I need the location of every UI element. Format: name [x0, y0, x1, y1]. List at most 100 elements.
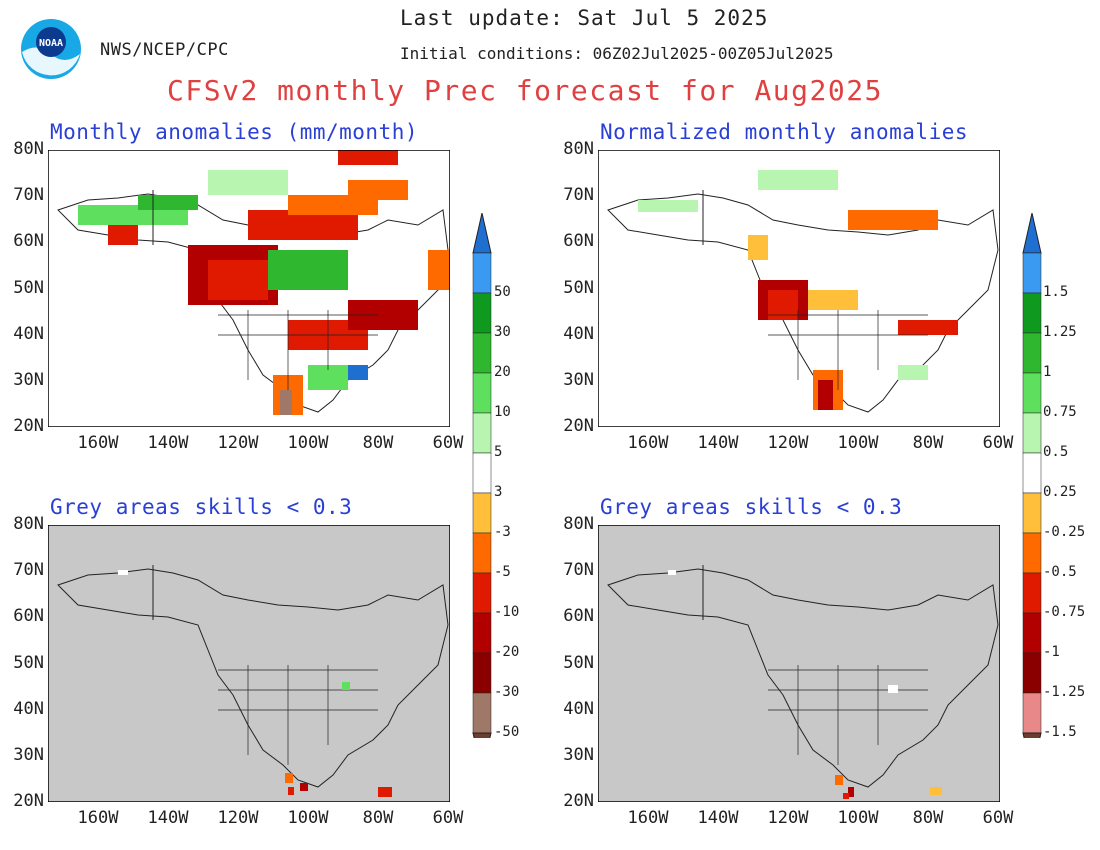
lon-label: 140W [147, 433, 189, 453]
colorbar-swatch [472, 652, 492, 694]
lat-label: 30N [13, 369, 44, 390]
lon-label: 140W [697, 808, 739, 828]
lon-label: 80W [362, 433, 394, 453]
initial-conditions: Initial conditions: 06Z02Jul2025-00Z05Ju… [400, 44, 834, 63]
panel-title-normalized: Normalized monthly anomalies [600, 120, 969, 144]
lat-label: 30N [563, 744, 594, 765]
colorbar-arrow-top [1022, 212, 1042, 254]
lat-label: 20N [13, 791, 44, 811]
colorbar-swatch [472, 412, 492, 454]
colorbar-tick-label: -20 [494, 644, 520, 660]
colorbar-tick-label: 3 [494, 484, 503, 500]
lat-label: 80N [13, 139, 44, 159]
colorbar-tick-label: -50 [494, 724, 520, 740]
colorbar-swatch [472, 332, 492, 374]
colorbar-tick-label: 1 [1043, 364, 1052, 380]
lon-label: 160W [627, 808, 669, 828]
lat-label: 70N [563, 560, 594, 581]
lon-label: 60W [982, 433, 1014, 453]
lon-label: 120W [767, 808, 809, 828]
lat-label: 30N [563, 369, 594, 390]
colorbar-tick-label: 1.5 [1043, 284, 1069, 300]
colorbar-swatch [472, 452, 492, 494]
colorbar-swatch [1022, 652, 1042, 694]
colorbar-mm [470, 212, 494, 774]
lon-label: 80W [362, 808, 394, 828]
colorbar-swatch [1022, 692, 1042, 734]
lat-label: 40N [563, 698, 594, 719]
panel-title-anomalies: Monthly anomalies (mm/month) [50, 120, 419, 144]
lat-label: 20N [13, 416, 44, 436]
lon-label: 60W [432, 808, 464, 828]
lon-label: 140W [147, 808, 189, 828]
lat-label: 80N [563, 139, 594, 159]
lat-label: 50N [563, 277, 594, 298]
colorbar-arrow-top [472, 212, 492, 254]
colorbar-swatch [1022, 372, 1042, 414]
colorbar-tick-label: -0.75 [1043, 604, 1086, 620]
lat-label: 50N [563, 652, 594, 673]
colorbar-swatch [1022, 572, 1042, 614]
map-skill-normalized [597, 524, 1001, 806]
lat-label: 70N [13, 560, 44, 581]
lon-label: 80W [912, 433, 944, 453]
last-update: Last update: Sat Jul 5 2025 [400, 6, 769, 30]
colorbar-tick-label: -30 [494, 684, 520, 700]
lon-label: 120W [217, 433, 259, 453]
colorbar-tick-label: -1 [1043, 644, 1060, 660]
lat-label: 70N [563, 185, 594, 206]
map-normalized [597, 149, 1001, 431]
lon-label: 60W [432, 433, 464, 453]
org-label: NWS/NCEP/CPC [100, 40, 229, 60]
colorbar-swatch [1022, 412, 1042, 454]
colorbar-swatch [1022, 612, 1042, 654]
lon-label: 160W [77, 433, 119, 453]
colorbar-tick-label: 10 [494, 404, 511, 420]
lon-label: 160W [627, 433, 669, 453]
lat-label: 60N [13, 606, 44, 627]
lon-label: 100W [837, 433, 879, 453]
lat-label: 60N [563, 231, 594, 252]
colorbar-tick-label: -1.5 [1043, 724, 1077, 740]
lat-label: 60N [13, 231, 44, 252]
colorbar-tick-label: 1.25 [1043, 324, 1077, 340]
lat-label: 20N [563, 416, 594, 436]
map-skill-anomalies [47, 524, 451, 806]
noaa-logo: NOAA [20, 18, 82, 80]
colorbar-tick-label: 0.5 [1043, 444, 1069, 460]
lon-label: 80W [912, 808, 944, 828]
colorbar-tick-label: -5 [494, 564, 511, 580]
colorbar-tick-label: 0.75 [1043, 404, 1077, 420]
map-anomalies [47, 149, 451, 431]
colorbar-tick-label: -3 [494, 524, 511, 540]
colorbar-tick-label: 5 [494, 444, 503, 460]
svg-text:NOAA: NOAA [39, 38, 63, 49]
lon-label: 140W [697, 433, 739, 453]
colorbar-swatch [472, 532, 492, 574]
colorbar-swatch [1022, 492, 1042, 534]
colorbar-swatch [1022, 452, 1042, 494]
colorbar-swatch [1022, 252, 1042, 294]
colorbar-arrow-bottom [472, 732, 492, 774]
colorbar-swatch [472, 292, 492, 334]
colorbar-swatch [472, 492, 492, 534]
lat-label: 40N [13, 698, 44, 719]
colorbar-swatch [1022, 332, 1042, 374]
lat-label: 40N [13, 323, 44, 344]
main-title: CFSv2 monthly Prec forecast for Aug2025 [167, 74, 883, 107]
colorbar-tick-label: -1.25 [1043, 684, 1086, 700]
colorbar-tick-label: -10 [494, 604, 520, 620]
panel-title-skill-right: Grey areas skills < 0.3 [600, 495, 903, 519]
lon-label: 60W [982, 808, 1014, 828]
colorbar-tick-label: -0.5 [1043, 564, 1077, 580]
colorbar-tick-label: -0.25 [1043, 524, 1086, 540]
colorbar-tick-label: 30 [494, 324, 511, 340]
colorbar-tick-label: 50 [494, 284, 511, 300]
colorbar-swatch [472, 692, 492, 734]
panel-title-skill-left: Grey areas skills < 0.3 [50, 495, 353, 519]
lon-label: 120W [767, 433, 809, 453]
lat-label: 80N [563, 514, 594, 534]
lon-label: 100W [287, 433, 329, 453]
lat-label: 50N [13, 277, 44, 298]
lat-label: 80N [13, 514, 44, 534]
